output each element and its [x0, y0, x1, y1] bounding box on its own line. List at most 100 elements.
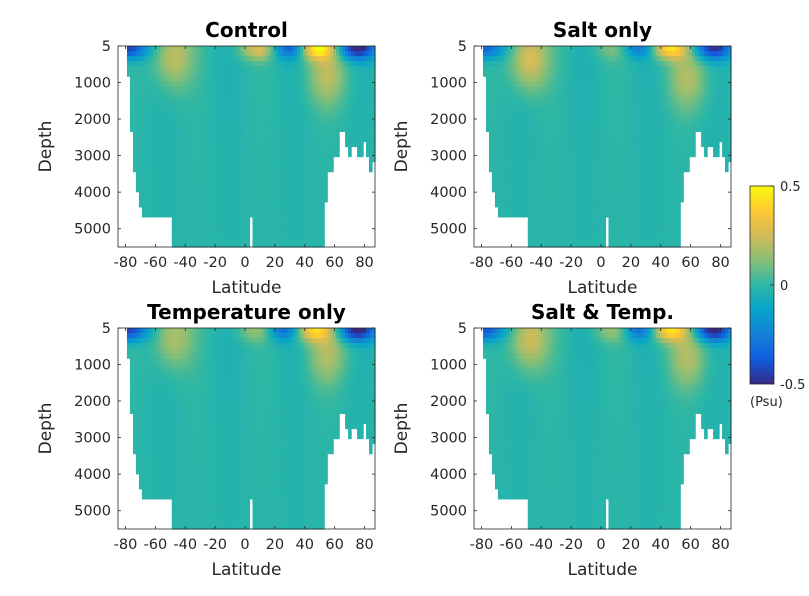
field-cell — [608, 56, 613, 62]
field-cell — [300, 186, 304, 193]
field-cell — [599, 101, 604, 107]
field-cell — [590, 51, 595, 57]
field-cell — [357, 131, 361, 138]
field-cell — [216, 191, 221, 198]
field-cell — [312, 91, 316, 97]
field-cell — [623, 171, 628, 178]
field-cell — [488, 151, 493, 158]
field-cell — [545, 111, 550, 117]
field-cell — [554, 131, 559, 138]
field-cell — [324, 176, 328, 183]
field-cell — [500, 56, 505, 62]
field-cell — [533, 111, 538, 117]
field-cell — [372, 61, 376, 67]
field-cell — [563, 196, 568, 203]
field-cell — [249, 136, 254, 143]
field-cell — [234, 206, 239, 213]
field-cell — [213, 221, 218, 228]
field-cell — [324, 71, 328, 77]
field-cell — [611, 226, 616, 233]
field-cell — [623, 206, 628, 213]
field-cell — [210, 186, 215, 193]
field-cell — [300, 231, 304, 238]
field-cell — [593, 181, 598, 188]
field-cell — [132, 151, 137, 158]
field-cell — [551, 236, 556, 243]
field-cell — [363, 91, 367, 97]
field-cell — [578, 96, 583, 102]
field-cell — [159, 81, 164, 87]
field-cell — [288, 111, 292, 117]
field-cell — [587, 141, 592, 148]
field-cell — [629, 181, 633, 188]
field-cell — [180, 91, 185, 97]
field-cell — [288, 211, 292, 218]
field-cell — [138, 131, 143, 138]
field-cell — [234, 191, 239, 198]
field-cell — [530, 236, 535, 243]
field-cell — [240, 166, 245, 173]
field-cell — [533, 156, 538, 163]
field-cell — [623, 166, 628, 173]
field-cell — [608, 226, 613, 233]
field-cell — [515, 181, 520, 188]
field-cell — [488, 141, 493, 148]
field-cell — [614, 111, 619, 117]
field-cell — [168, 156, 173, 163]
field-cell — [312, 121, 316, 128]
field-cell — [222, 161, 227, 168]
field-cell — [201, 176, 206, 183]
field-cell — [545, 86, 550, 92]
field-cell — [216, 111, 221, 117]
field-cell — [294, 101, 298, 107]
field-cell — [213, 101, 218, 107]
field-cell — [357, 116, 361, 122]
field-cell — [569, 146, 574, 153]
field-cell — [614, 206, 619, 213]
field-cell — [590, 66, 595, 72]
field-cell — [276, 226, 280, 233]
field-cell — [240, 176, 245, 183]
field-cell — [518, 171, 523, 178]
field-cell — [339, 106, 343, 112]
field-cell — [605, 76, 610, 82]
field-cell — [177, 176, 182, 183]
field-cell — [581, 211, 586, 218]
field-cell — [237, 46, 242, 52]
field-cell — [201, 101, 206, 107]
field-cell — [563, 136, 568, 143]
field-cell — [327, 146, 331, 153]
field-cell — [150, 166, 155, 173]
field-cell — [578, 161, 583, 168]
field-cell — [306, 106, 310, 112]
field-cell — [524, 46, 529, 52]
field-cell — [165, 91, 170, 97]
field-cell — [312, 101, 316, 107]
field-cell — [641, 86, 645, 92]
field-cell — [647, 141, 651, 148]
field-cell — [156, 51, 161, 57]
field-cell — [611, 206, 616, 213]
field-cell — [288, 221, 292, 228]
field-cell — [285, 201, 289, 208]
field-cell — [339, 61, 343, 67]
field-cell — [261, 81, 266, 87]
field-cell — [506, 171, 511, 178]
field-cell — [282, 241, 286, 248]
field-cell — [563, 166, 568, 173]
field-cell — [369, 51, 373, 57]
field-cell — [237, 71, 242, 77]
field-cell — [210, 141, 215, 148]
field-cell — [279, 216, 283, 223]
field-cell — [554, 81, 559, 87]
field-cell — [264, 116, 269, 122]
field-cell — [587, 136, 592, 143]
field-cell — [189, 141, 194, 148]
field-cell — [291, 206, 295, 213]
field-cell — [605, 166, 610, 173]
field-cell — [536, 121, 541, 128]
field-cell — [249, 176, 254, 183]
field-cell — [629, 226, 633, 233]
field-cell — [587, 81, 592, 87]
field-cell — [590, 241, 595, 248]
